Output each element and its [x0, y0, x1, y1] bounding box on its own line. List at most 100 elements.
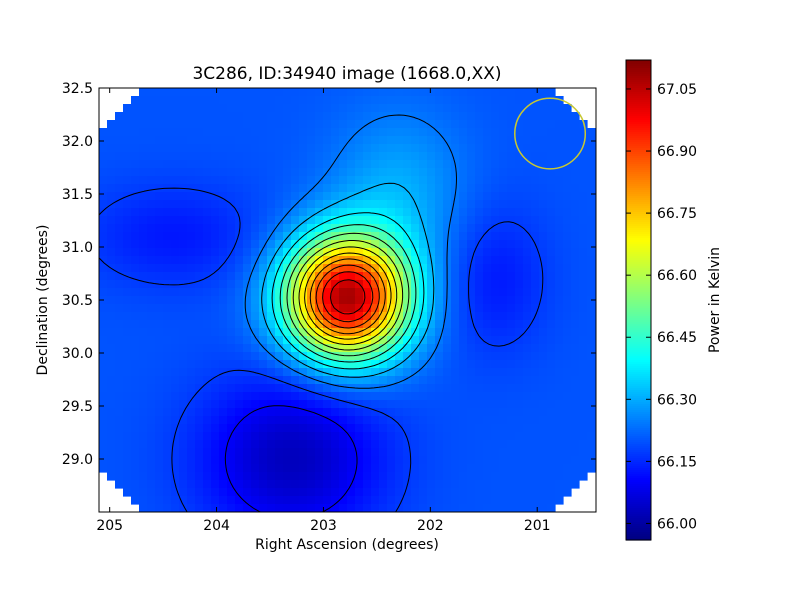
- heatmap-cell: [547, 304, 556, 313]
- heatmap-cell: [147, 376, 156, 385]
- heatmap-cell: [251, 200, 260, 209]
- heatmap-cell: [283, 392, 292, 401]
- heatmap-cell: [339, 408, 348, 417]
- heatmap-cell: [547, 320, 556, 329]
- heatmap-cell: [283, 320, 292, 329]
- heatmap-cell: [115, 112, 124, 121]
- heatmap-cell: [99, 264, 108, 273]
- heatmap-cell: [139, 400, 148, 409]
- heatmap-cell: [211, 448, 220, 457]
- heatmap-cell: [419, 400, 428, 409]
- colorbar-segment: [626, 384, 651, 387]
- heatmap-cell: [203, 448, 212, 457]
- heatmap-cell: [251, 312, 260, 321]
- heatmap-cell: [219, 296, 228, 305]
- heatmap-cell: [507, 496, 516, 505]
- heatmap-cell: [387, 416, 396, 425]
- heatmap-cell: [387, 240, 396, 249]
- plot-area: 205 204 203 202 201 29.029.530.030.531.031.5…: [62, 81, 597, 534]
- heatmap-cell: [387, 400, 396, 409]
- heatmap-cell: [171, 176, 180, 185]
- heatmap-cell: [427, 328, 436, 337]
- colorbar-segment: [626, 214, 651, 217]
- colorbar-segment: [626, 440, 651, 443]
- heatmap-cell: [523, 488, 532, 497]
- heatmap-cell: [219, 352, 228, 361]
- heatmap-cell: [371, 472, 380, 481]
- heatmap-cell: [195, 240, 204, 249]
- heatmap-cell: [291, 376, 300, 385]
- heatmap-cell: [499, 304, 508, 313]
- heatmap-cell: [499, 112, 508, 121]
- heatmap-cell: [251, 448, 260, 457]
- heatmap-cell: [411, 224, 420, 233]
- heatmap-cell: [275, 104, 284, 113]
- colorbar-segment: [626, 530, 651, 533]
- heatmap-cell: [195, 504, 204, 512]
- heatmap-cell: [147, 152, 156, 161]
- colorbar-segment: [626, 428, 651, 431]
- heatmap-cell: [411, 448, 420, 457]
- heatmap-cell: [227, 392, 236, 401]
- colorbar-segment: [626, 288, 651, 291]
- heatmap-cell: [467, 272, 476, 281]
- colorbar-segment: [626, 296, 651, 299]
- heatmap-cell: [467, 288, 476, 297]
- heatmap-cell: [259, 112, 268, 121]
- heatmap-cell: [187, 160, 196, 169]
- heatmap-cell: [371, 176, 380, 185]
- heatmap-cell: [315, 384, 324, 393]
- heatmap-cell: [475, 208, 484, 217]
- heatmap-cell: [539, 208, 548, 217]
- heatmap-cell: [523, 456, 532, 465]
- heatmap-cell: [155, 336, 164, 345]
- heatmap-cell: [459, 400, 468, 409]
- heatmap-cell: [323, 144, 332, 153]
- heatmap-cell: [275, 424, 284, 433]
- heatmap-cell: [475, 240, 484, 249]
- heatmap-cell: [355, 504, 364, 512]
- heatmap-cell: [499, 272, 508, 281]
- heatmap-cell: [259, 392, 268, 401]
- heatmap-cell: [315, 264, 324, 273]
- heatmap-cell: [171, 424, 180, 433]
- heatmap-cell: [547, 264, 556, 273]
- heatmap-cell: [587, 168, 596, 177]
- heatmap-cell: [539, 176, 548, 185]
- heatmap-cell: [299, 208, 308, 217]
- heatmap-cell: [411, 272, 420, 281]
- heatmap-cell: [451, 256, 460, 265]
- heatmap-cell: [395, 496, 404, 505]
- heatmap-cell: [419, 192, 428, 201]
- heatmap-cell: [163, 320, 172, 329]
- heatmap-cell: [427, 136, 436, 145]
- heatmap-cell: [299, 504, 308, 512]
- heatmap-cell: [419, 152, 428, 161]
- heatmap-cell: [531, 400, 540, 409]
- heatmap-cell: [195, 104, 204, 113]
- heatmap-cell: [379, 392, 388, 401]
- heatmap-cell: [427, 480, 436, 489]
- heatmap-cell: [507, 344, 516, 353]
- heatmap-cell: [435, 200, 444, 209]
- heatmap-cell: [459, 112, 468, 121]
- heatmap-cell: [443, 192, 452, 201]
- heatmap-cell: [275, 504, 284, 512]
- heatmap-cell: [259, 192, 268, 201]
- heatmap-cell: [387, 360, 396, 369]
- heatmap-cell: [131, 232, 140, 241]
- contour-line: [298, 246, 398, 345]
- heatmap-cell: [355, 200, 364, 209]
- heatmap-cell: [283, 496, 292, 505]
- heatmap-cell: [387, 312, 396, 321]
- heatmap-cell: [483, 312, 492, 321]
- heatmap-cell: [99, 352, 108, 361]
- heatmap-cell: [371, 408, 380, 417]
- heatmap-cell: [427, 272, 436, 281]
- heatmap-cell: [499, 488, 508, 497]
- heatmap-cell: [315, 448, 324, 457]
- heatmap-cell: [363, 456, 372, 465]
- heatmap-cell: [219, 112, 228, 121]
- heatmap-cell: [315, 272, 324, 281]
- heatmap-cell: [499, 160, 508, 169]
